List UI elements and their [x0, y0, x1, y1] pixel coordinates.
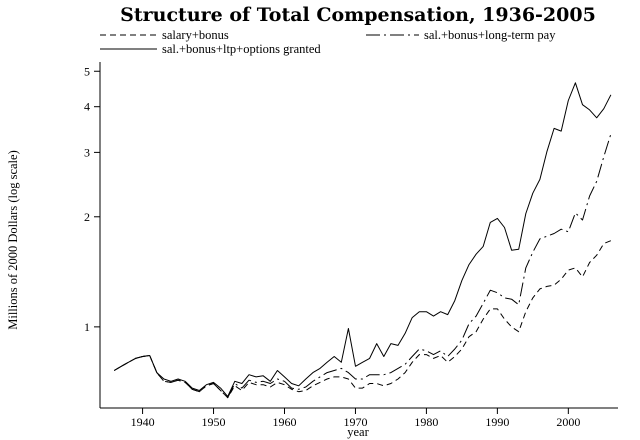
x-tick-label: 1980	[414, 415, 438, 429]
x-tick-label: 1950	[202, 415, 226, 429]
y-tick-label: 4	[84, 100, 90, 114]
legend: salary+bonus sal.+bonus+long-term pay sa…	[100, 28, 556, 56]
series-line-salary-bonus	[113, 240, 612, 399]
y-tick-label: 1	[84, 320, 90, 334]
legend-label-long-term-pay: sal.+bonus+long-term pay	[424, 28, 556, 42]
x-tick-label: 1990	[485, 415, 509, 429]
series-lines	[113, 82, 612, 399]
x-tick-label: 2000	[556, 415, 580, 429]
x-axis-label: year	[347, 425, 369, 439]
chart-title: Structure of Total Compensation, 1936-20…	[120, 4, 596, 26]
series-line-long-term-pay	[113, 133, 612, 399]
series-line-options-granted	[113, 82, 612, 397]
y-ticks: 1 2 3 4 5	[84, 64, 100, 334]
x-ticks: 1940 1950 1960 1970 1980 1990 2000	[131, 408, 580, 429]
y-axis-label: Millions of 2000 Dollars (log scale)	[6, 150, 20, 330]
legend-label-salary-bonus: salary+bonus	[162, 28, 229, 42]
x-tick-label: 1970	[343, 415, 367, 429]
y-tick-label: 5	[84, 64, 90, 78]
y-tick-label: 3	[84, 145, 90, 159]
x-tick-label: 1960	[272, 415, 296, 429]
x-tick-label: 1940	[131, 415, 155, 429]
y-tick-label: 2	[84, 210, 90, 224]
legend-label-options-granted: sal.+bonus+ltp+options granted	[162, 42, 321, 56]
